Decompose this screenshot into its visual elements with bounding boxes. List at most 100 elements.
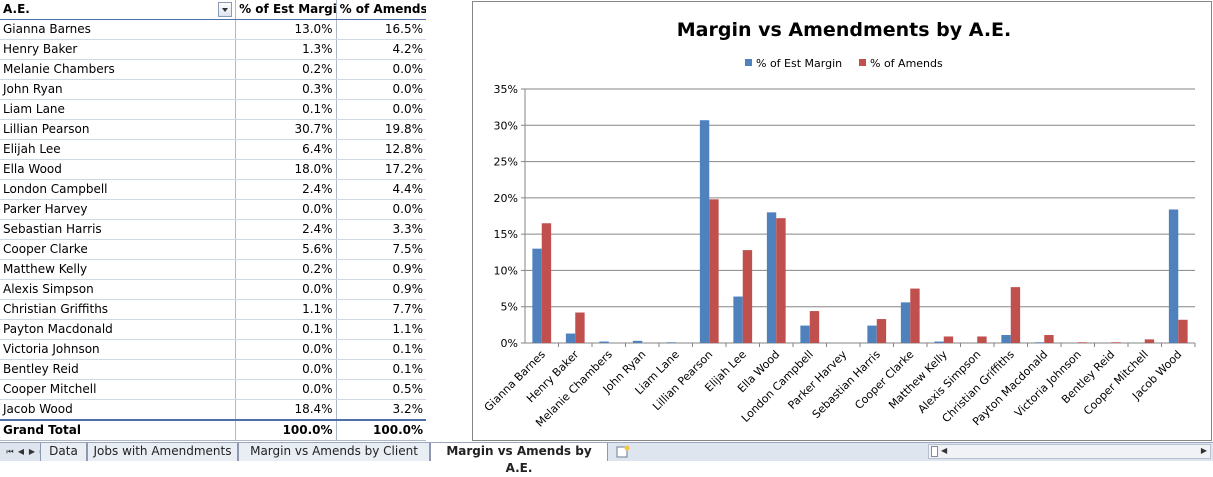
x-tick-label: Cooper Clarke	[852, 348, 916, 412]
cell-amends[interactable]: 0.9%	[336, 259, 426, 280]
cell-margin[interactable]: 0.2%	[235, 59, 337, 80]
scroll-left-icon[interactable]: ◀	[941, 446, 948, 455]
cell-amends[interactable]: 0.0%	[336, 59, 426, 80]
bar-margin	[666, 342, 676, 343]
scroll-thumb[interactable]	[931, 446, 938, 457]
header-amends[interactable]: % of Amends	[336, 0, 426, 20]
first-sheet-icon[interactable]: ⏮	[6, 447, 14, 456]
tab-data[interactable]: Data	[40, 443, 87, 461]
bar-amends	[742, 250, 753, 343]
cell-margin[interactable]: 0.0%	[235, 359, 337, 380]
horizontal-scrollbar[interactable]: ◀ ▶	[928, 444, 1211, 459]
cell-amends[interactable]: 16.5%	[336, 19, 426, 40]
tab-margin-vs-amends-by-client[interactable]: Margin vs Amends by Client	[238, 443, 430, 461]
cell-amends[interactable]: 7.7%	[336, 299, 426, 320]
cell-amends[interactable]: 12.8%	[336, 139, 426, 160]
cell-margin[interactable]: 5.6%	[235, 239, 337, 260]
sheet-tab-bar: ⏮ ◀ ▶ ⏭ Data Jobs with Amendments Margin…	[0, 442, 1213, 475]
cell-amends[interactable]: 0.1%	[336, 359, 426, 380]
bar-margin	[532, 248, 542, 343]
scroll-right-icon[interactable]: ▶	[1200, 446, 1207, 455]
cell-ae-name[interactable]: Jacob Wood	[0, 399, 237, 421]
table-row: Matthew Kelly 0.2% 0.9%	[0, 259, 426, 280]
cell-margin[interactable]: 1.3%	[235, 39, 337, 60]
cell-amends[interactable]: 3.2%	[336, 399, 426, 421]
legend-swatch	[859, 59, 866, 66]
cell-ae-name[interactable]: Melanie Chambers	[0, 59, 237, 80]
tab-margin-vs-amends-by-ae[interactable]: Margin vs Amends by A.E.	[430, 443, 608, 475]
cell-margin[interactable]: 2.4%	[235, 179, 337, 200]
cell-margin[interactable]: 0.0%	[235, 339, 337, 360]
cell-ae-name[interactable]: Cooper Mitchell	[0, 379, 237, 400]
cell-ae-name[interactable]: Christian Griffiths	[0, 299, 237, 320]
cell-ae-name[interactable]: Ella Wood	[0, 159, 237, 180]
cell-ae-name[interactable]: London Campbell	[0, 179, 237, 200]
prev-sheet-icon[interactable]: ◀	[17, 447, 25, 456]
cell-ae-name[interactable]: Lillian Pearson	[0, 119, 237, 140]
cell-amends[interactable]: 0.0%	[336, 199, 426, 220]
cell-margin[interactable]: 2.4%	[235, 219, 337, 240]
cell-amends[interactable]: 4.2%	[336, 39, 426, 60]
cell-ae-name[interactable]: Parker Harvey	[0, 199, 237, 220]
cell-amends[interactable]: 19.8%	[336, 119, 426, 140]
cell-ae-name[interactable]: Matthew Kelly	[0, 259, 237, 280]
header-ae[interactable]: A.E.	[0, 0, 237, 20]
cell-ae-name[interactable]: Sebastian Harris	[0, 219, 237, 240]
legend-swatch	[745, 59, 752, 66]
table-row: Jacob Wood 18.4% 3.2%	[0, 399, 426, 421]
insert-sheet-icon[interactable]	[616, 445, 630, 458]
cell-margin[interactable]: 0.0%	[235, 379, 337, 400]
cell-amends[interactable]: 17.2%	[336, 159, 426, 180]
cell-amends[interactable]: 0.5%	[336, 379, 426, 400]
cell-amends[interactable]: 1.1%	[336, 319, 426, 340]
cell-ae-name[interactable]: Liam Lane	[0, 99, 237, 120]
cell-margin[interactable]: 6.4%	[235, 139, 337, 160]
tab-jobs-with-amendments[interactable]: Jobs with Amendments	[87, 443, 238, 461]
cell-margin[interactable]: 0.1%	[235, 319, 337, 340]
cell-margin[interactable]: 30.7%	[235, 119, 337, 140]
table-row: Alexis Simpson 0.0% 0.9%	[0, 279, 426, 300]
grand-total-margin[interactable]: 100.0%	[235, 419, 337, 441]
bar-margin	[934, 341, 944, 343]
chart-frame[interactable]: Margin vs Amendments by A.E. % of Est Mar…	[472, 1, 1212, 441]
cell-amends[interactable]: 0.1%	[336, 339, 426, 360]
cell-margin[interactable]: 0.2%	[235, 259, 337, 280]
cell-margin[interactable]: 18.0%	[235, 159, 337, 180]
table-row: Elijah Lee 6.4% 12.8%	[0, 139, 426, 160]
cell-ae-name[interactable]: Cooper Clarke	[0, 239, 237, 260]
bar-margin	[1168, 209, 1179, 343]
table-row: Cooper Clarke 5.6% 7.5%	[0, 239, 426, 260]
cell-margin[interactable]: 13.0%	[235, 19, 337, 40]
cell-margin[interactable]: 18.4%	[235, 399, 337, 421]
bar-margin	[1001, 335, 1011, 343]
cell-amends[interactable]: 3.3%	[336, 219, 426, 240]
cell-amends[interactable]: 7.5%	[336, 239, 426, 260]
table-row: Henry Baker 1.3% 4.2%	[0, 39, 426, 60]
cell-ae-name[interactable]: Gianna Barnes	[0, 19, 237, 40]
cell-amends[interactable]: 0.0%	[336, 99, 426, 120]
cell-ae-name[interactable]: Henry Baker	[0, 39, 237, 60]
cell-margin[interactable]: 0.0%	[235, 279, 337, 300]
cell-margin[interactable]: 1.1%	[235, 299, 337, 320]
filter-dropdown-icon[interactable]	[218, 2, 233, 17]
cell-amends[interactable]: 0.9%	[336, 279, 426, 300]
cell-amends[interactable]: 4.4%	[336, 179, 426, 200]
grand-total-label[interactable]: Grand Total	[0, 419, 237, 441]
x-tick-label: Lillian Pearson	[650, 348, 715, 413]
next-sheet-icon[interactable]: ▶	[28, 447, 36, 456]
cell-ae-name[interactable]: John Ryan	[0, 79, 237, 100]
cell-ae-name[interactable]: Elijah Lee	[0, 139, 237, 160]
cell-ae-name[interactable]: Bentley Reid	[0, 359, 237, 380]
cell-ae-name[interactable]: Alexis Simpson	[0, 279, 237, 300]
cell-margin[interactable]: 0.3%	[235, 79, 337, 100]
header-ae-label: A.E.	[3, 2, 30, 16]
cell-ae-name[interactable]: Victoria Johnson	[0, 339, 237, 360]
header-margin[interactable]: % of Est Margin	[235, 0, 337, 20]
bar-amends	[809, 311, 820, 343]
cell-ae-name[interactable]: Payton Macdonald	[0, 319, 237, 340]
cell-amends[interactable]: 0.0%	[336, 79, 426, 100]
cell-margin[interactable]: 0.1%	[235, 99, 337, 120]
grand-total-amends[interactable]: 100.0%	[336, 419, 426, 441]
cell-margin[interactable]: 0.0%	[235, 199, 337, 220]
bar-margin	[1034, 342, 1045, 343]
